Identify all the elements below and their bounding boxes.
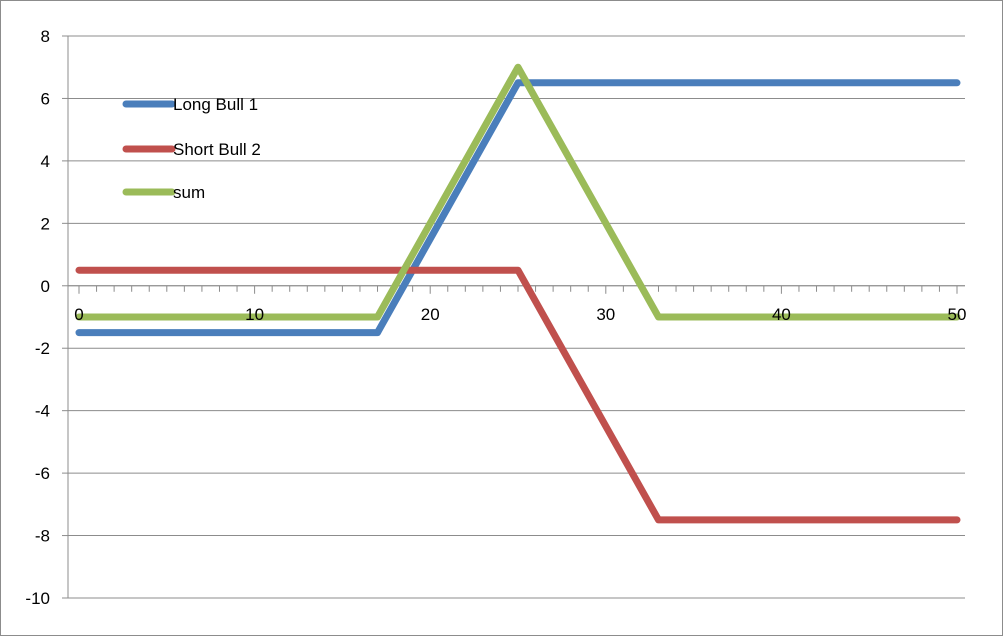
x-tick-label-5: 50 <box>948 305 967 324</box>
series-lines <box>75 63 961 524</box>
legend-label-1: Short Bull 2 <box>173 140 261 159</box>
legend-label-2: sum <box>173 183 205 202</box>
axes <box>62 35 965 599</box>
series-line-sum <box>75 63 961 321</box>
x-tick-label-0: 0 <box>74 305 83 324</box>
y-tick-label-4: 0 <box>41 277 50 296</box>
series-line-short-bull-2 <box>75 266 961 524</box>
legend: Long Bull 1 Short Bull 2 sum <box>122 95 261 202</box>
x-tick-label-3: 30 <box>596 305 615 324</box>
legend-label-0: Long Bull 1 <box>173 95 258 114</box>
x-tick-label-4: 40 <box>772 305 791 324</box>
y-tick-label-2: 4 <box>41 152 50 171</box>
y-tick-label-3: 2 <box>41 214 50 233</box>
y-tick-label-1: 6 <box>41 89 50 108</box>
series-line-long-bull-1 <box>75 79 961 337</box>
x-tick-label-2: 20 <box>421 305 440 324</box>
gridlines <box>68 35 965 599</box>
x-tick-label-1: 10 <box>245 305 264 324</box>
y-tick-label-6: -4 <box>35 402 50 421</box>
y-axis-tick-labels: 8 6 4 2 0 -2 -4 -6 -8 -10 <box>25 27 50 608</box>
y-tick-label-8: -8 <box>35 527 50 546</box>
y-tick-label-5: -2 <box>35 339 50 358</box>
y-tick-label-7: -6 <box>35 464 50 483</box>
y-tick-label-0: 8 <box>41 27 50 46</box>
x-axis-tick-labels: 0 10 20 30 40 50 <box>74 305 966 324</box>
y-tick-label-9: -10 <box>25 589 50 608</box>
